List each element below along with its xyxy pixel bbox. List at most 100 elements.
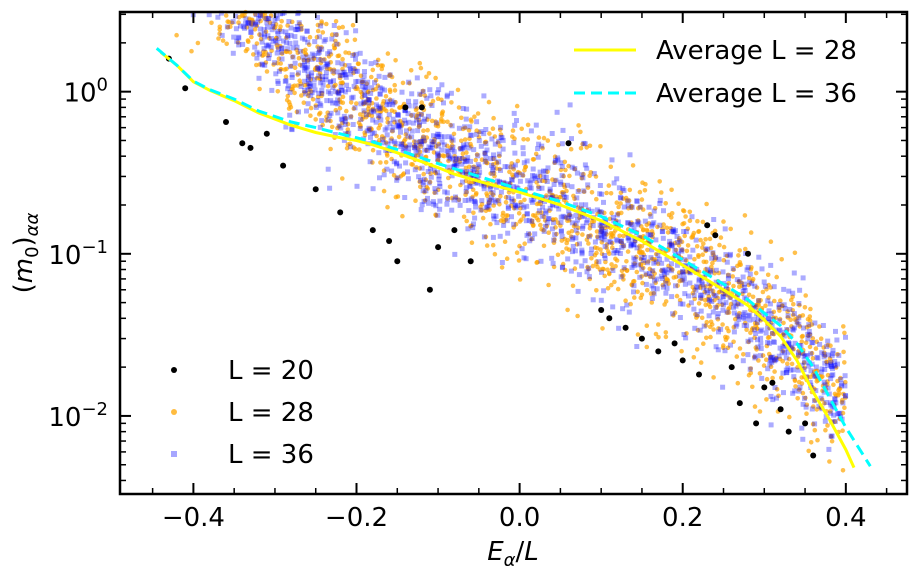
- l36-point: [586, 274, 592, 280]
- l36-point: [389, 127, 395, 133]
- l36-point: [393, 141, 399, 147]
- l36-point: [265, 33, 271, 39]
- l36-point: [828, 402, 834, 408]
- l36-point: [456, 125, 462, 131]
- l28-point: [667, 242, 673, 247]
- l28-point: [693, 312, 698, 317]
- l36-point: [354, 68, 360, 74]
- l36-point: [257, 13, 263, 19]
- l20-point: [638, 335, 645, 342]
- l28-point: [702, 297, 708, 303]
- l36-point: [430, 199, 436, 205]
- l36-point: [629, 241, 635, 247]
- l20-point: [467, 258, 474, 265]
- l28-point: [820, 374, 825, 379]
- l36-point: [627, 152, 633, 158]
- l36-point: [517, 178, 523, 184]
- l36-point: [785, 349, 791, 355]
- l36-point: [206, 12, 212, 18]
- l36-point: [377, 113, 383, 119]
- l36-point: [575, 189, 581, 194]
- l36-point: [696, 276, 702, 282]
- l36-point: [412, 103, 418, 109]
- l36-point: [544, 179, 550, 184]
- l36-point: [319, 46, 325, 52]
- l36-point: [366, 125, 372, 131]
- l36-point: [306, 84, 312, 90]
- l28-point: [707, 286, 713, 292]
- l36-point: [711, 292, 717, 298]
- l36-point: [757, 328, 763, 334]
- l36-point: [698, 295, 703, 301]
- l28-point: [311, 56, 317, 62]
- l28-point: [757, 371, 763, 376]
- l28-point: [515, 169, 521, 175]
- l36-point: [744, 323, 750, 329]
- l36-point: [723, 286, 729, 292]
- l28-point: [432, 170, 438, 175]
- l28-point: [324, 21, 329, 27]
- l36-point: [687, 270, 693, 276]
- l36-point: [742, 310, 748, 316]
- l36-point: [478, 181, 484, 187]
- l36-point: [377, 105, 383, 111]
- l36-point: [770, 330, 775, 336]
- l36-point: [547, 188, 553, 194]
- l36-point: [350, 66, 356, 71]
- l36-point: [327, 49, 333, 55]
- l36-point: [569, 136, 574, 142]
- l36-point: [400, 149, 406, 155]
- l36-point: [768, 357, 774, 363]
- l28-point: [713, 255, 718, 261]
- l36-point: [278, 11, 283, 17]
- l36-point: [601, 288, 607, 294]
- l28-point: [589, 190, 595, 195]
- l28-point: [690, 290, 696, 296]
- l28-point: [841, 391, 846, 397]
- l28-point: [541, 243, 547, 249]
- l28-point: [572, 222, 578, 228]
- l36-point: [491, 216, 497, 222]
- l28-point: [645, 247, 650, 253]
- l36-point: [525, 178, 531, 184]
- l36-point: [784, 370, 789, 376]
- l36-point: [676, 258, 682, 264]
- l28-point: [746, 339, 751, 345]
- l36-point: [283, 29, 289, 35]
- l36-point: [772, 385, 778, 390]
- l28-point: [376, 115, 381, 120]
- l36-point: [581, 209, 586, 215]
- l36-point: [550, 260, 556, 266]
- l36-point: [471, 170, 477, 175]
- l36-point: [728, 342, 733, 348]
- l36-point: [437, 206, 443, 212]
- l36-point: [790, 326, 796, 332]
- l36-point: [531, 173, 537, 179]
- l28-point: [540, 146, 545, 151]
- l28-point: [299, 27, 304, 32]
- l36-point: [425, 169, 431, 174]
- l28-point: [774, 387, 780, 392]
- l28-point: [343, 115, 348, 121]
- l36-point: [579, 251, 585, 257]
- l36-point: [720, 269, 726, 275]
- l28-point: [433, 75, 438, 81]
- l36-point: [574, 170, 580, 176]
- l28-point: [741, 352, 746, 357]
- l36-point: [740, 288, 746, 294]
- l28-point: [576, 188, 582, 193]
- l36-point: [543, 208, 549, 214]
- l36-point: [505, 181, 511, 187]
- l36-point: [624, 302, 630, 308]
- l36-point: [833, 328, 838, 334]
- l28-point: [345, 121, 351, 127]
- l28-point: [492, 134, 498, 139]
- l36-point: [319, 118, 325, 124]
- l28-point: [474, 128, 480, 133]
- l36-point: [304, 28, 310, 34]
- l36-point: [274, 40, 280, 46]
- l36-point: [535, 174, 540, 180]
- l28-point: [683, 214, 688, 219]
- l28-point: [803, 340, 809, 346]
- l36-point: [287, 63, 293, 69]
